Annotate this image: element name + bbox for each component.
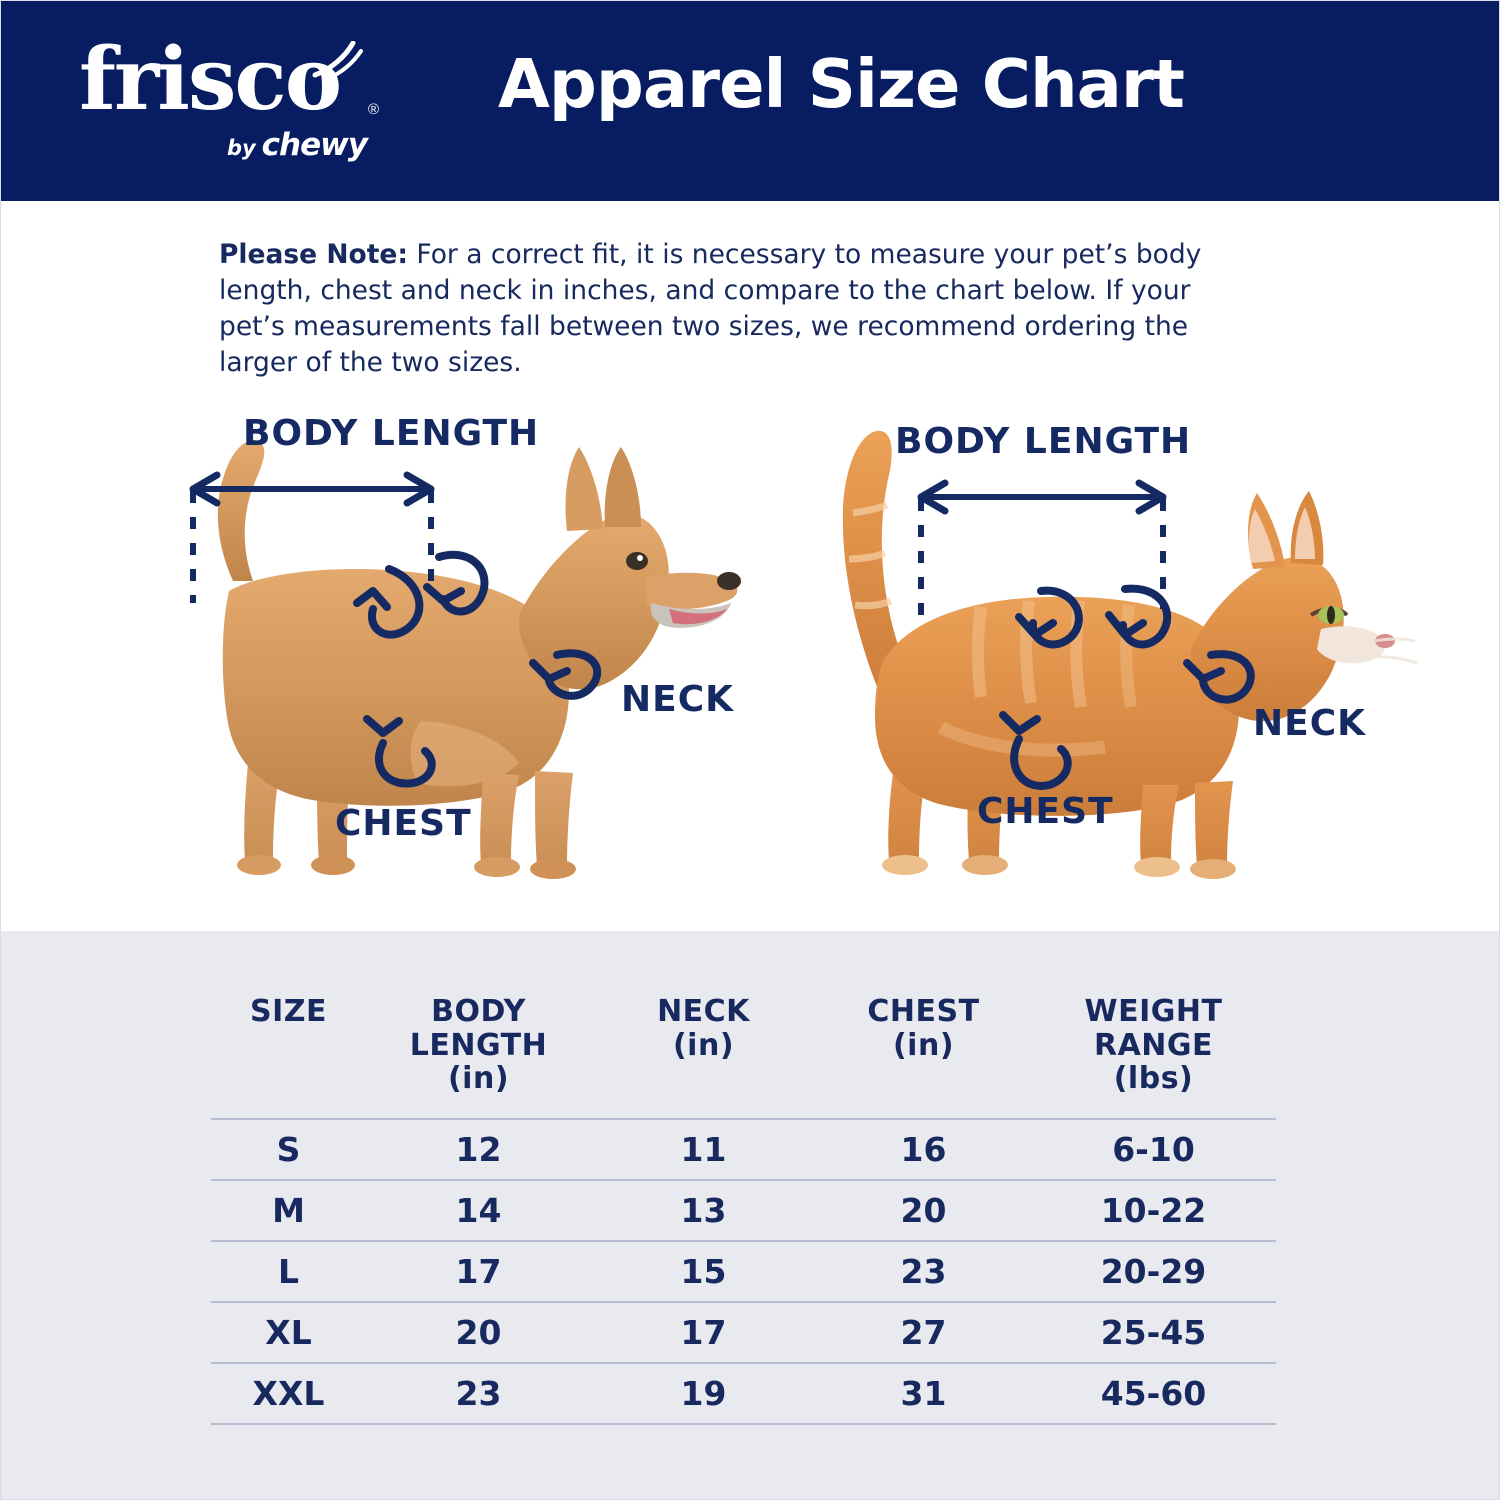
cell-weight-range: 6-10 xyxy=(1031,1117,1276,1180)
cell-size: XL xyxy=(211,1300,366,1363)
cell-weight-range: 20-29 xyxy=(1031,1239,1276,1302)
table-row: XL 20 17 27 25-45 xyxy=(211,1300,1276,1363)
size-table: SIZE BODY LENGTH (in) NECK (in) CHEST (i… xyxy=(211,991,1276,1425)
table-row: S 12 11 16 6-10 xyxy=(211,1117,1276,1180)
column-header-neck-label: NECK xyxy=(657,994,750,1029)
cell-size: XXL xyxy=(211,1361,366,1425)
page-header: frisco ® by chewy Apparel Size Chart xyxy=(1,1,1499,201)
column-header-chest: CHEST (in) xyxy=(816,991,1031,1119)
cell-body-length: 20 xyxy=(366,1300,591,1363)
column-header-weight-line2: RANGE xyxy=(1093,1027,1214,1063)
column-header-weight-range: WEIGHT RANGE (lbs) xyxy=(1031,991,1276,1119)
please-note-body: For a correct fit, it is necessary to me… xyxy=(219,239,1202,379)
cell-body-length: 14 xyxy=(366,1178,591,1241)
dog-body-length-label: BODY LENGTH xyxy=(243,413,540,454)
dog-chest-label: CHEST xyxy=(335,803,472,844)
cell-chest: 20 xyxy=(816,1178,1031,1241)
column-header-neck: NECK (in) xyxy=(591,991,816,1119)
column-header-size: SIZE xyxy=(211,991,366,1119)
table-row: L 17 15 23 20-29 xyxy=(211,1239,1276,1302)
column-header-weight-line1: WEIGHT xyxy=(1084,994,1223,1029)
column-header-weight-unit: (lbs) xyxy=(1113,1061,1194,1097)
column-header-chest-label: CHEST xyxy=(867,994,980,1029)
cell-weight-range: 25-45 xyxy=(1031,1300,1276,1363)
cat-illustration xyxy=(842,430,1418,879)
please-note-text: Please Note: For a correct fit, it is ne… xyxy=(219,237,1249,381)
frisco-logo: frisco ® by chewy xyxy=(73,37,379,167)
measurement-diagrams: BODY LENGTH NECK CHEST xyxy=(1,391,1499,931)
logo-word-text: frisco xyxy=(79,29,342,130)
logo-by-text: by xyxy=(226,136,256,160)
dog-neck-label: NECK xyxy=(621,679,735,720)
column-header-body-length: BODY LENGTH (in) xyxy=(366,991,591,1119)
column-header-chest-unit: (in) xyxy=(892,1027,955,1063)
cat-chest-label: CHEST xyxy=(977,791,1114,832)
cell-chest: 27 xyxy=(816,1300,1031,1363)
cell-body-length: 23 xyxy=(366,1361,591,1425)
logo-wordmark: frisco ® xyxy=(73,37,379,123)
table-row: M 14 13 20 10-22 xyxy=(211,1178,1276,1241)
cell-neck: 11 xyxy=(591,1117,816,1180)
cell-size: S xyxy=(211,1117,366,1180)
size-table-head: SIZE BODY LENGTH (in) NECK (in) CHEST (i… xyxy=(211,991,1276,1119)
logo-chewy-text: chewy xyxy=(261,127,368,163)
column-header-neck-unit: (in) xyxy=(672,1027,735,1063)
cell-weight-range: 10-22 xyxy=(1031,1178,1276,1241)
cell-neck: 19 xyxy=(591,1361,816,1425)
column-header-body-length-line1: BODY xyxy=(431,994,526,1029)
cell-chest: 16 xyxy=(816,1117,1031,1180)
cell-body-length: 17 xyxy=(366,1239,591,1302)
page-title: Apparel Size Chart xyxy=(498,45,1185,123)
size-table-body: S 12 11 16 6-10 M 14 13 20 10-22 L 17 15 xyxy=(211,1117,1276,1425)
column-header-body-length-unit: (in) xyxy=(447,1061,510,1097)
cell-chest: 23 xyxy=(816,1239,1031,1302)
cat-neck-label: NECK xyxy=(1253,703,1367,744)
cat-measurement-diagram: BODY LENGTH NECK CHEST xyxy=(791,391,1431,931)
cat-body-length-label: BODY LENGTH xyxy=(895,421,1192,462)
size-table-section: SIZE BODY LENGTH (in) NECK (in) CHEST (i… xyxy=(1,931,1499,1499)
cell-neck: 15 xyxy=(591,1239,816,1302)
cell-neck: 17 xyxy=(591,1300,816,1363)
logo-swoosh-icon xyxy=(312,41,363,81)
table-row: XXL 23 19 31 45-60 xyxy=(211,1361,1276,1425)
cell-size: L xyxy=(211,1239,366,1302)
cell-body-length: 12 xyxy=(366,1117,591,1180)
column-header-size-label: SIZE xyxy=(249,994,327,1029)
cell-size: M xyxy=(211,1178,366,1241)
please-note-label: Please Note: xyxy=(219,239,408,270)
cell-weight-range: 45-60 xyxy=(1031,1361,1276,1425)
logo-byline: by chewy xyxy=(73,127,373,163)
registered-trademark-icon: ® xyxy=(367,101,379,118)
cell-neck: 13 xyxy=(591,1178,816,1241)
dog-measurement-diagram: BODY LENGTH NECK CHEST xyxy=(121,391,761,931)
cell-chest: 31 xyxy=(816,1361,1031,1425)
column-header-body-length-line2: LENGTH xyxy=(409,1027,548,1063)
dog-illustration xyxy=(189,440,741,879)
table-header-row: SIZE BODY LENGTH (in) NECK (in) CHEST (i… xyxy=(211,991,1276,1119)
